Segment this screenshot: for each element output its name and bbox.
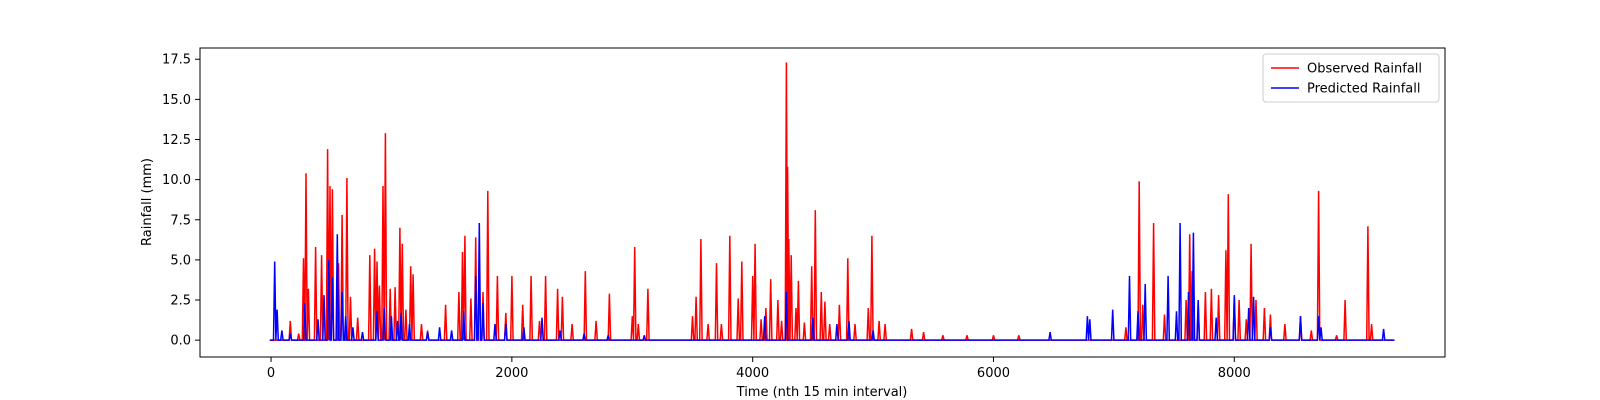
x-axis-label: Time (nth 15 min interval) [736, 385, 908, 400]
x-tick-label: 8000 [1218, 366, 1251, 381]
series-line-predicted [269, 222, 1395, 341]
plot-frame [199, 47, 1446, 358]
y-axis: 0.0 2.5 5.0 7.5 10.0 12.5 15.0 17.5 [162, 53, 200, 349]
y-tick-label: 12.5 [162, 133, 191, 148]
legend-label: Predicted Rainfall [1307, 82, 1421, 97]
y-tick-label: 5.0 [170, 253, 191, 268]
x-tick-label: 6000 [977, 366, 1010, 381]
x-tick-label: 2000 [495, 366, 528, 381]
y-axis-label: Rainfall (mm) [140, 158, 155, 246]
y-tick-label: 15.0 [162, 93, 191, 108]
legend-label: Observed Rainfall [1307, 62, 1422, 77]
y-tick-label: 0.0 [170, 334, 191, 349]
x-tick-label: 4000 [736, 366, 769, 381]
y-tick-label: 7.5 [170, 213, 191, 228]
y-tick-label: 2.5 [170, 294, 191, 309]
series-line-observed [269, 62, 1395, 341]
y-tick-label: 17.5 [162, 53, 191, 68]
series-layer [269, 62, 1395, 341]
x-tick-label: 0 [267, 366, 275, 381]
y-tick-label: 10.0 [162, 173, 191, 188]
legend: Observed Rainfall Predicted Rainfall [1262, 53, 1440, 103]
legend-box [1262, 53, 1440, 103]
x-axis: 0 2000 4000 6000 8000 [267, 357, 1251, 381]
